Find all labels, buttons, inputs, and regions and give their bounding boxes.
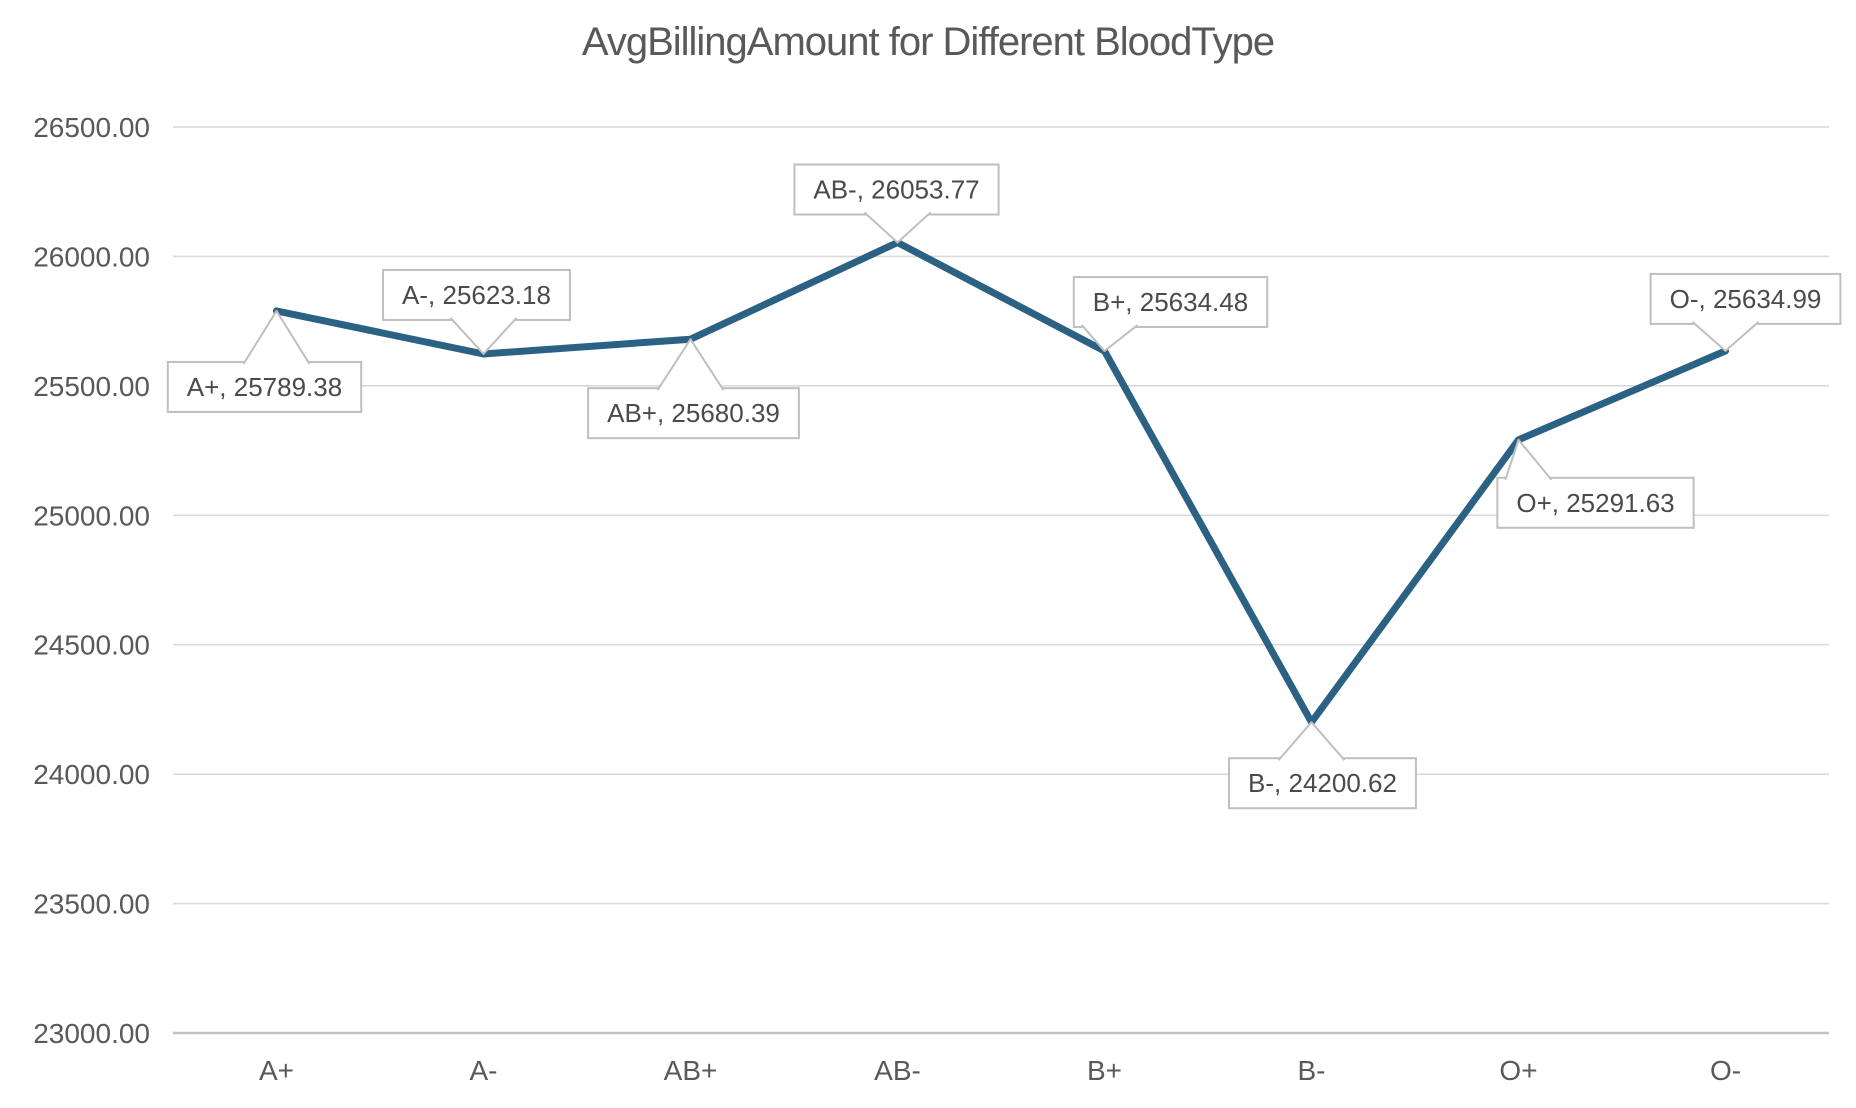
data-label-callout: A-, 25623.18 — [382, 268, 571, 355]
data-label-box — [1496, 476, 1695, 529]
x-axis-tick-label: AB- — [874, 1055, 921, 1086]
data-label-box — [166, 360, 363, 413]
x-axis-tick-label: O- — [1710, 1055, 1741, 1086]
y-axis-tick-label: 25500.00 — [33, 371, 150, 402]
data-label-pointer — [863, 211, 932, 244]
data-label-box — [1072, 276, 1269, 329]
data-label-pointer — [449, 317, 518, 355]
chart-title: AvgBillingAmount for Different BloodType — [581, 20, 1275, 64]
data-label-pointer — [1081, 324, 1139, 353]
data-label-callout: O+, 25291.63 — [1496, 438, 1695, 529]
data-label-text: B-, 24200.62 — [1248, 768, 1397, 798]
data-label-callout: AB-, 26053.77 — [793, 163, 1000, 244]
x-axis-tick-label: O+ — [1499, 1055, 1537, 1086]
data-label-callout: B+, 25634.48 — [1072, 276, 1269, 353]
y-axis-tick-label: 26000.00 — [33, 241, 150, 272]
data-label-text: O-, 25634.99 — [1670, 284, 1822, 314]
x-axis-tick-label: AB+ — [664, 1055, 718, 1086]
x-axis-tick-label: B+ — [1087, 1055, 1122, 1086]
data-label-text: O+, 25291.63 — [1516, 488, 1674, 518]
series-line — [273, 239, 1729, 726]
data-label-box — [1228, 757, 1417, 810]
data-label-text: AB+, 25680.39 — [607, 398, 780, 428]
data-label-box — [587, 387, 800, 440]
x-axis-tick-label: B- — [1298, 1055, 1326, 1086]
data-label-text: AB-, 26053.77 — [813, 175, 979, 205]
data-label-pointer — [242, 309, 311, 365]
y-axis-tick-label: 25000.00 — [33, 500, 150, 531]
data-label-callout: O-, 25634.99 — [1649, 272, 1842, 352]
data-label-pointer — [1504, 438, 1553, 481]
data-label-box — [1649, 272, 1842, 325]
data-label-box — [382, 268, 571, 321]
data-label-pointer — [1691, 321, 1760, 352]
x-axis-tick-label: A+ — [259, 1055, 294, 1086]
data-label-callout: AB+, 25680.39 — [587, 338, 800, 440]
y-axis-tick-label: 23500.00 — [33, 889, 150, 920]
y-axis-tick-label: 24000.00 — [33, 759, 150, 790]
data-label-pointer — [656, 338, 725, 391]
data-label-pointer — [1277, 721, 1346, 761]
y-axis-tick-label: 26500.00 — [33, 112, 150, 143]
y-axis-tick-label: 24500.00 — [33, 630, 150, 661]
data-label-text: B+, 25634.48 — [1093, 287, 1248, 317]
data-label-text: A-, 25623.18 — [402, 280, 551, 310]
data-label-callout: B-, 24200.62 — [1228, 721, 1417, 810]
data-label-callout: A+, 25789.38 — [166, 309, 363, 413]
y-axis-tick-label: 23000.00 — [33, 1018, 150, 1049]
data-label-text: A+, 25789.38 — [187, 372, 342, 402]
x-axis-tick-label: A- — [470, 1055, 498, 1086]
